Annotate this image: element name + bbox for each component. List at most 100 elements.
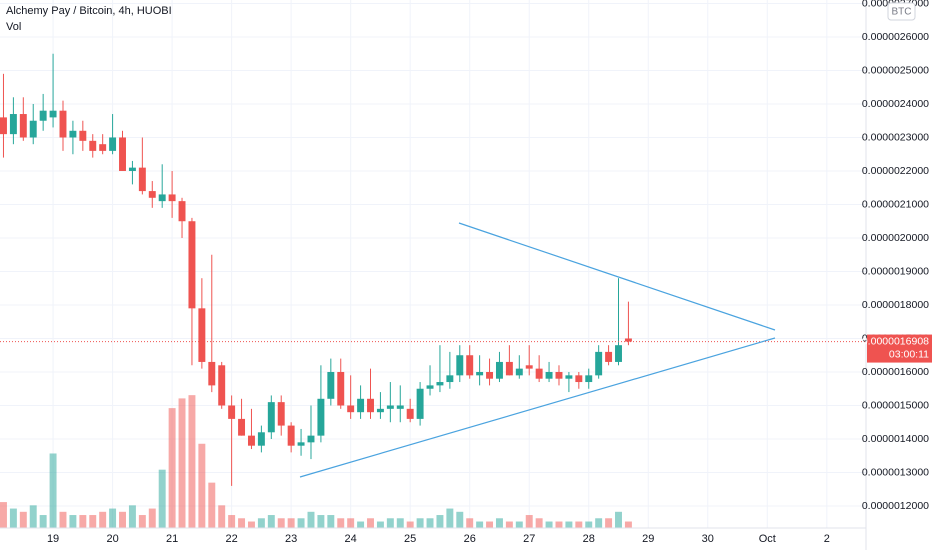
- volume-bar: [495, 518, 503, 528]
- volume-bar: [109, 508, 117, 528]
- candle-body: [228, 405, 236, 419]
- volume-bar: [257, 518, 265, 528]
- y-tick-label: 0.0000020000: [862, 232, 929, 244]
- x-tick-label: 22: [226, 533, 238, 545]
- candle-body: [446, 375, 454, 383]
- volume-bar: [69, 515, 77, 528]
- candle-body: [188, 221, 196, 309]
- candle-body: [208, 361, 216, 386]
- y-tick-label: 0.0000018000: [862, 299, 929, 311]
- trend-line[interactable]: [458, 222, 776, 331]
- volume-bar: [99, 511, 107, 528]
- volume-bar: [605, 518, 613, 528]
- volume-bar: [238, 518, 246, 528]
- candle-body: [624, 338, 632, 342]
- volume-bar: [128, 505, 136, 528]
- grid: [0, 0, 866, 528]
- volume-bar: [505, 521, 513, 528]
- candle-body: [178, 201, 186, 222]
- volume-bar: [446, 508, 454, 528]
- candle-body: [39, 110, 47, 121]
- candles: [0, 53, 866, 486]
- candle-body: [416, 388, 424, 419]
- volume-bar: [39, 515, 47, 528]
- volume-bar: [79, 515, 87, 528]
- y-tick-label: 0.0000023000: [862, 131, 929, 143]
- volume-bar: [208, 482, 216, 528]
- candle-body: [168, 194, 176, 202]
- volume-bar: [277, 518, 285, 528]
- candle-body: [158, 194, 166, 202]
- candle-body: [426, 385, 434, 389]
- candle-body: [9, 114, 17, 135]
- candle-body: [198, 308, 206, 362]
- x-tick-label: 23: [285, 533, 297, 545]
- volume-bar: [376, 521, 384, 528]
- currency-button[interactable]: [887, 2, 916, 21]
- candle-body: [19, 114, 27, 138]
- volume-bar: [565, 521, 573, 528]
- countdown: 03:00:11: [889, 348, 929, 360]
- volume-bar: [168, 408, 176, 528]
- candle-body: [555, 371, 563, 379]
- candle-body: [119, 137, 126, 171]
- candle-body: [456, 355, 464, 376]
- volume-bar: [337, 518, 345, 528]
- candle-body: [376, 408, 384, 413]
- volume-bar: [228, 515, 236, 528]
- candle-body: [337, 371, 345, 406]
- candle-body: [595, 351, 603, 376]
- x-tick-label: 2: [824, 533, 830, 545]
- candle-body: [99, 144, 107, 151]
- volume-bar: [624, 521, 632, 528]
- y-tick-label: 0.0000012000: [862, 500, 929, 512]
- candle-body: [575, 375, 583, 383]
- candle-body: [79, 130, 87, 141]
- volume-bar: [327, 515, 335, 528]
- volume-bar: [287, 518, 295, 528]
- volume-bar: [148, 508, 156, 528]
- candle-body: [515, 368, 523, 376]
- volume-bar: [178, 398, 186, 528]
- y-tick-label: 0.0000016000: [862, 366, 929, 378]
- volume-bar: [138, 515, 146, 528]
- candle-body: [49, 110, 57, 118]
- y-tick-label: 0.0000021000: [862, 198, 929, 210]
- candle-body: [218, 365, 226, 406]
- candle-body: [297, 442, 305, 446]
- volume-bar: [357, 521, 365, 528]
- last-price-label: 0.0000016908: [862, 335, 929, 347]
- volume-bar: [218, 505, 226, 528]
- candle-body: [585, 375, 593, 383]
- volume-bar: [476, 521, 484, 528]
- volume-bar: [595, 518, 603, 528]
- candle-body: [476, 371, 484, 376]
- candle-body: [545, 371, 553, 379]
- volume-bar: [436, 515, 444, 528]
- candle-body: [138, 167, 146, 192]
- candle-body: [347, 405, 355, 413]
- x-tick-label: 27: [523, 533, 535, 545]
- volume-bar: [0, 502, 7, 528]
- y-tick-label: 0.0000015000: [862, 399, 929, 411]
- currency-label[interactable]: BTC: [892, 7, 912, 18]
- volume-bar: [416, 518, 424, 528]
- volume-bar: [575, 521, 583, 528]
- volume-bar: [406, 521, 414, 528]
- volume-bar: [347, 518, 355, 528]
- volume-bar: [198, 443, 206, 528]
- candle-body: [525, 365, 533, 369]
- volume-bar: [535, 518, 543, 528]
- candle-body: [615, 345, 622, 362]
- candle-body: [327, 371, 335, 399]
- volume-bar: [615, 511, 622, 528]
- volume-bar: [188, 395, 196, 528]
- trend-line[interactable]: [299, 337, 776, 478]
- candle-body: [505, 361, 513, 376]
- candle-body: [386, 405, 394, 409]
- candle-body: [69, 130, 77, 138]
- candle-body: [89, 140, 97, 151]
- x-tick-label: 20: [106, 533, 118, 545]
- volume-bar: [9, 508, 17, 528]
